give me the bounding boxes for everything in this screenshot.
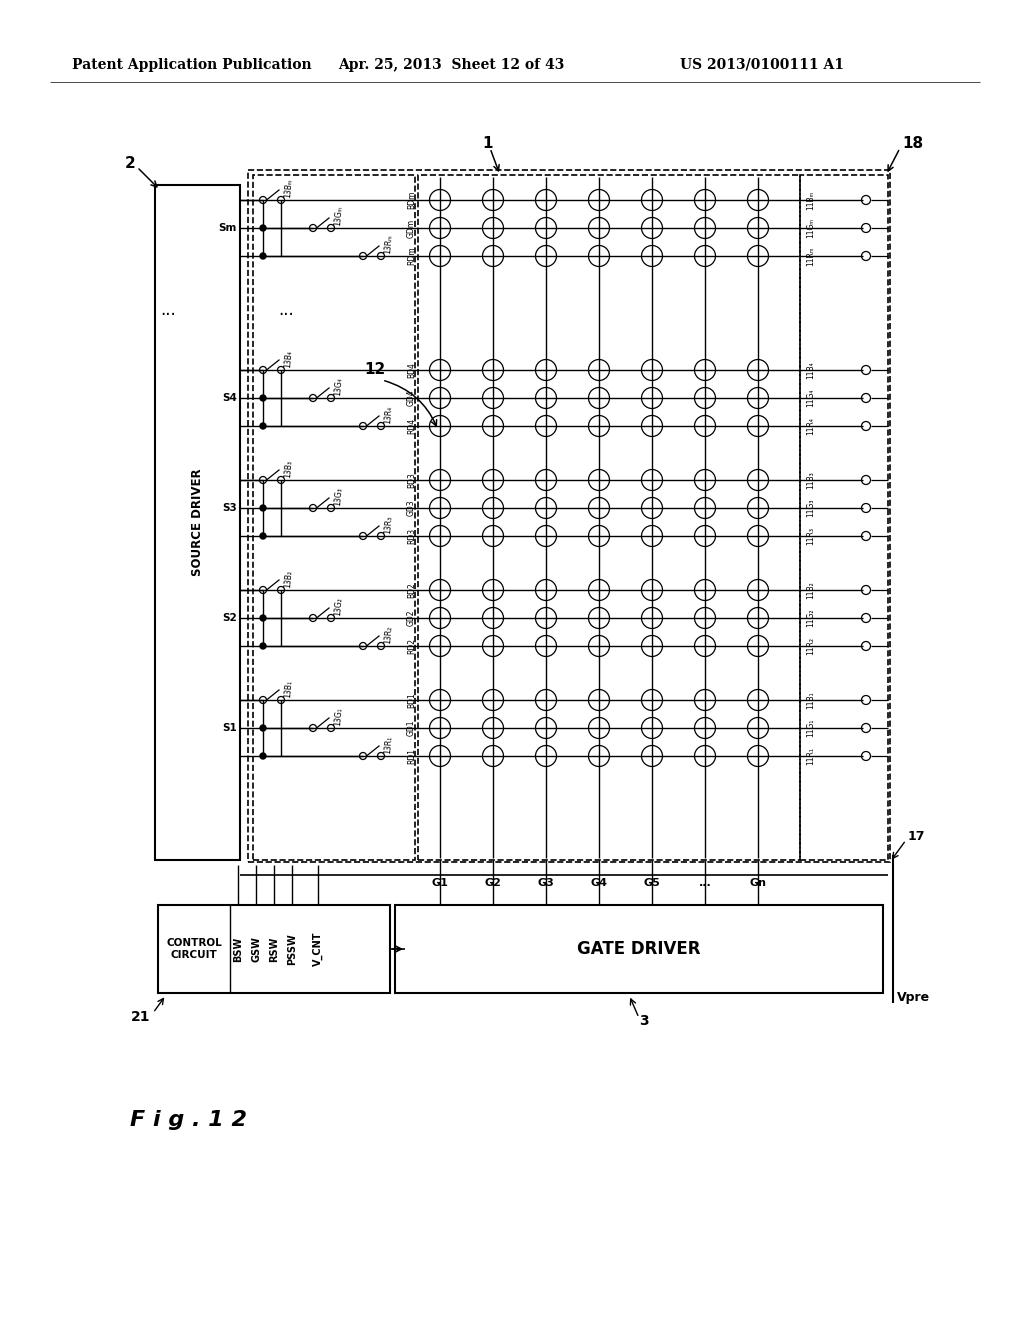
Text: 13B₁: 13B₁ bbox=[283, 680, 294, 698]
Text: CONTROL
CIRCUIT: CONTROL CIRCUIT bbox=[166, 939, 222, 960]
Text: 11G₄: 11G₄ bbox=[806, 389, 815, 407]
Circle shape bbox=[260, 224, 266, 231]
Text: Vpre: Vpre bbox=[897, 991, 930, 1005]
Text: S4: S4 bbox=[222, 393, 237, 403]
Circle shape bbox=[260, 752, 266, 759]
Text: G5: G5 bbox=[644, 878, 660, 887]
Text: US 2013/0100111 A1: US 2013/0100111 A1 bbox=[680, 58, 844, 73]
Text: G1: G1 bbox=[431, 878, 449, 887]
Text: 11B₄: 11B₄ bbox=[806, 362, 815, 379]
Text: 11R₃: 11R₃ bbox=[806, 527, 815, 545]
Text: 13B₄: 13B₄ bbox=[283, 350, 294, 368]
Text: 2: 2 bbox=[124, 156, 135, 170]
Text: RD4: RD4 bbox=[407, 418, 416, 434]
Text: 11G₁: 11G₁ bbox=[806, 719, 815, 737]
Text: GATE DRIVER: GATE DRIVER bbox=[578, 940, 700, 958]
Text: ...: ... bbox=[698, 878, 712, 887]
Text: RD3: RD3 bbox=[407, 528, 416, 544]
Text: BD2: BD2 bbox=[407, 582, 416, 598]
Text: 11G₃: 11G₃ bbox=[806, 499, 815, 517]
Text: ...: ... bbox=[278, 301, 294, 319]
Text: GD4: GD4 bbox=[407, 389, 416, 407]
Text: 13G₂: 13G₂ bbox=[333, 597, 344, 616]
Text: S2: S2 bbox=[222, 612, 237, 623]
Text: Gn: Gn bbox=[750, 878, 767, 887]
Text: BDm: BDm bbox=[407, 191, 416, 209]
Text: Patent Application Publication: Patent Application Publication bbox=[72, 58, 311, 73]
Text: 1: 1 bbox=[482, 136, 494, 152]
Text: 13G₄: 13G₄ bbox=[333, 376, 344, 396]
Bar bbox=[158, 906, 390, 993]
Text: RD1: RD1 bbox=[407, 748, 416, 764]
Bar bbox=[253, 176, 415, 861]
Text: S1: S1 bbox=[222, 723, 237, 733]
Text: S3: S3 bbox=[222, 503, 237, 513]
Text: F i g . 1 2: F i g . 1 2 bbox=[130, 1110, 247, 1130]
Text: 13R₄: 13R₄ bbox=[383, 405, 393, 424]
Circle shape bbox=[260, 533, 266, 539]
Circle shape bbox=[260, 643, 266, 649]
Text: 13G₃: 13G₃ bbox=[333, 487, 344, 506]
Text: 13G₁: 13G₁ bbox=[333, 706, 344, 726]
Text: 11R₄: 11R₄ bbox=[806, 417, 815, 434]
Text: Sm: Sm bbox=[219, 223, 237, 234]
Text: 11R₁: 11R₁ bbox=[806, 747, 815, 764]
Text: 21: 21 bbox=[130, 1010, 150, 1024]
Circle shape bbox=[260, 253, 266, 259]
Text: BD1: BD1 bbox=[407, 692, 416, 708]
Text: 13R₃: 13R₃ bbox=[383, 515, 393, 535]
Text: 13B₃: 13B₃ bbox=[283, 459, 294, 478]
Text: 11R₂: 11R₂ bbox=[806, 638, 815, 655]
Text: V_CNT: V_CNT bbox=[313, 932, 324, 966]
Text: 11G₂: 11G₂ bbox=[806, 609, 815, 627]
Circle shape bbox=[260, 615, 266, 620]
Text: GD2: GD2 bbox=[407, 610, 416, 626]
Text: ...: ... bbox=[160, 301, 176, 319]
Circle shape bbox=[260, 725, 266, 731]
Text: 18: 18 bbox=[902, 136, 923, 152]
Text: 17: 17 bbox=[908, 829, 926, 842]
Text: BD4: BD4 bbox=[407, 362, 416, 378]
Text: GDm: GDm bbox=[407, 218, 416, 238]
Text: SOURCE DRIVER: SOURCE DRIVER bbox=[191, 469, 204, 577]
Text: RSW: RSW bbox=[269, 936, 279, 962]
Text: RD2: RD2 bbox=[407, 638, 416, 653]
Text: 13B₂: 13B₂ bbox=[283, 569, 294, 587]
Text: G2: G2 bbox=[484, 878, 502, 887]
Text: GSW: GSW bbox=[251, 936, 261, 962]
Bar bbox=[800, 176, 888, 861]
Text: G4: G4 bbox=[591, 878, 607, 887]
Text: 3: 3 bbox=[639, 1014, 649, 1028]
Text: BSW: BSW bbox=[233, 936, 243, 962]
Text: BD3: BD3 bbox=[407, 473, 416, 488]
Circle shape bbox=[260, 506, 266, 511]
Text: 12: 12 bbox=[365, 363, 386, 378]
Bar bbox=[418, 176, 800, 861]
Text: Apr. 25, 2013  Sheet 12 of 43: Apr. 25, 2013 Sheet 12 of 43 bbox=[338, 58, 564, 73]
Text: 11B₁: 11B₁ bbox=[806, 692, 815, 709]
Text: 13Rₘ: 13Rₘ bbox=[383, 234, 393, 253]
Text: GD3: GD3 bbox=[407, 500, 416, 516]
Text: 13R₁: 13R₁ bbox=[383, 735, 393, 754]
Text: 13Gₘ: 13Gₘ bbox=[333, 205, 344, 226]
Bar bbox=[248, 170, 890, 862]
Text: 11B₃: 11B₃ bbox=[806, 471, 815, 488]
Text: 11Gₘ: 11Gₘ bbox=[806, 218, 815, 238]
Text: RDm: RDm bbox=[407, 247, 416, 265]
Text: G3: G3 bbox=[538, 878, 554, 887]
Bar bbox=[395, 906, 883, 993]
Text: 11Rₘ: 11Rₘ bbox=[806, 247, 815, 265]
Text: GD1: GD1 bbox=[407, 719, 416, 737]
Bar bbox=[155, 185, 240, 861]
Circle shape bbox=[260, 395, 266, 401]
Circle shape bbox=[260, 422, 266, 429]
Text: PSSW: PSSW bbox=[287, 933, 297, 965]
Text: 11B₂: 11B₂ bbox=[806, 581, 815, 599]
Text: 11Bₘ: 11Bₘ bbox=[806, 190, 815, 210]
Text: 13Bₘ: 13Bₘ bbox=[283, 178, 294, 198]
Text: 13R₂: 13R₂ bbox=[383, 626, 393, 644]
